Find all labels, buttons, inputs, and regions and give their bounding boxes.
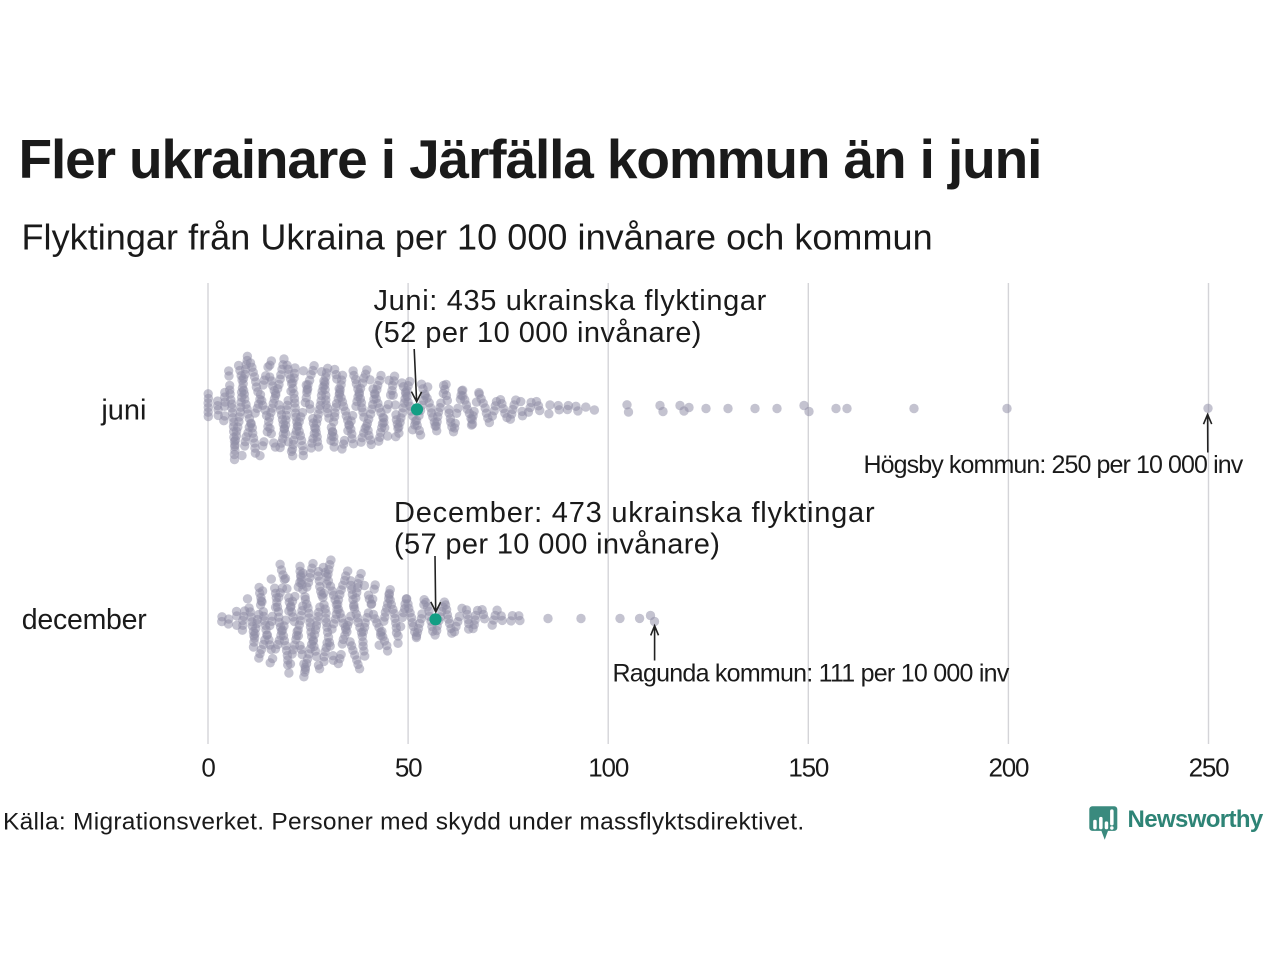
svg-text:Högsby kommun: 250 per 10 000: Högsby kommun: 250 per 10 000 inv: [864, 451, 1244, 479]
svg-text:Fler ukrainare i Järfälla komm: Fler ukrainare i Järfälla kommun än i ju…: [19, 128, 1042, 190]
svg-text:200: 200: [989, 752, 1030, 782]
svg-text:100: 100: [588, 752, 629, 782]
svg-text:150: 150: [788, 752, 829, 782]
svg-text:(57 per 10 000 invånare): (57 per 10 000 invånare): [394, 529, 720, 561]
svg-text:Juni: 435 ukrainska flyktingar: Juni: 435 ukrainska flyktingar: [374, 285, 767, 317]
svg-text:Källa: Migrationsverket. Perso: Källa: Migrationsverket. Personer med sk…: [3, 809, 804, 836]
svg-text:december: december: [22, 604, 147, 636]
svg-text:Newsworthy: Newsworthy: [1128, 806, 1264, 833]
svg-text:250: 250: [1189, 752, 1230, 782]
svg-text:(52 per 10 000 invånare): (52 per 10 000 invånare): [374, 317, 702, 349]
svg-text:0: 0: [201, 752, 215, 782]
svg-text:juni: juni: [100, 394, 146, 426]
svg-text:Flyktingar från Ukraina per 10: Flyktingar från Ukraina per 10 000 invån…: [22, 217, 933, 258]
svg-text:December: 473 ukrainska flykti: December: 473 ukrainska flyktingar: [394, 497, 875, 529]
svg-text:50: 50: [395, 752, 422, 782]
svg-text:Ragunda kommun: 111 per 10 000: Ragunda kommun: 111 per 10 000 inv: [613, 660, 1010, 688]
